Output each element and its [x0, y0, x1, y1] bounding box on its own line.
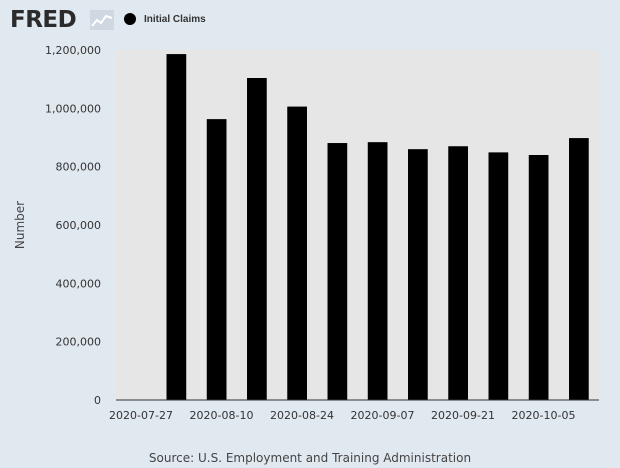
bar — [367, 142, 388, 400]
legend[interactable]: Initial Claims — [124, 11, 206, 27]
y-tick-label: 400,000 — [56, 277, 102, 290]
bar — [408, 149, 428, 400]
bar — [488, 152, 509, 400]
bar — [287, 106, 307, 400]
source-note: Source: U.S. Employment and Training Adm… — [148, 451, 472, 465]
bar — [448, 146, 468, 400]
bar — [166, 54, 187, 400]
x-tick-label: 2020-08-24 — [270, 409, 334, 422]
y-tick-label: 1,200,000 — [45, 44, 101, 57]
legend-marker — [124, 13, 136, 25]
x-tick-label: 2020-10-05 — [512, 409, 576, 422]
x-tick-label: 2020-08-10 — [190, 409, 254, 422]
bar — [247, 78, 267, 400]
plot-area — [116, 50, 599, 400]
y-axis-label: Number — [13, 200, 27, 250]
fred-logo: FRED — [10, 7, 77, 33]
y-tick-label: 1,000,000 — [45, 102, 101, 115]
y-tick-label: 600,000 — [56, 219, 102, 232]
y-tick-label: 800,000 — [56, 161, 102, 174]
bar — [206, 119, 227, 400]
x-tick-label: 2020-07-27 — [109, 409, 173, 422]
y-tick-label: 0 — [94, 394, 101, 407]
x-tick-label: 2020-09-07 — [351, 409, 415, 422]
legend-label: Initial Claims — [144, 13, 206, 25]
line-chart-icon — [90, 10, 114, 30]
y-tick-label: 200,000 — [56, 336, 102, 349]
x-tick-label: 2020-09-21 — [431, 409, 495, 422]
chart-header: FRED Initial Claims — [0, 0, 620, 40]
bar — [528, 155, 549, 400]
bar — [569, 138, 589, 401]
bar — [327, 143, 348, 400]
